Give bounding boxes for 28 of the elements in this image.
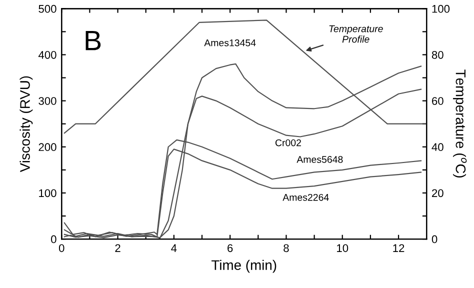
text: Ames13454: [204, 39, 256, 46]
x-tick-label: 12: [393, 244, 404, 252]
y-tick-label: 500: [38, 4, 56, 13]
y2-tick-label: 100: [432, 4, 450, 13]
y2-tick-label: 60: [432, 97, 444, 105]
x-axis-title: Time (min): [212, 260, 276, 273]
series-label: Ames2264: [282, 194, 329, 201]
y-tick-label: 0: [51, 235, 56, 244]
y2-tick-label: 20: [432, 189, 444, 198]
annotation: Temperature Profile: [329, 25, 383, 43]
y-tick-label: 300: [38, 97, 56, 105]
x-tick-label: 4: [171, 244, 177, 252]
x-tick-label: 0: [58, 244, 64, 252]
x-tick-label: 6: [228, 244, 233, 252]
y2-tick-label: 80: [432, 50, 444, 59]
series-label: Ames5648: [296, 156, 343, 163]
y2-axis-title: Temperature ($^{o}$C): [453, 70, 467, 178]
x-tick-label: 10: [337, 244, 348, 252]
x-tick-label: 8: [284, 244, 289, 252]
y2-tick-label: 0: [432, 235, 438, 244]
y-tick-label: 400: [38, 50, 56, 59]
y-axis-title: Viscosity (RVU): [20, 76, 33, 172]
y-tick-label: 100: [39, 189, 56, 198]
x-tick-label: 2: [115, 244, 120, 252]
y2-tick-label: 40: [432, 143, 444, 152]
series-label: Cr002: [275, 139, 301, 146]
annotation: B: [86, 31, 101, 50]
y-tick-label: 200: [38, 143, 56, 152]
